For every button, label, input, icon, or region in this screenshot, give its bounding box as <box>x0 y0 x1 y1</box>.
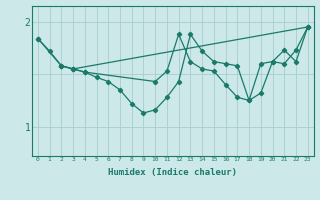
X-axis label: Humidex (Indice chaleur): Humidex (Indice chaleur) <box>108 168 237 177</box>
